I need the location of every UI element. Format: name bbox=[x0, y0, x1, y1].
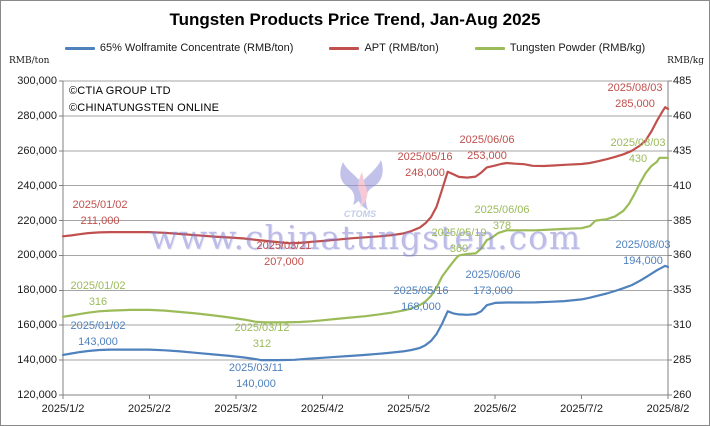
annotation-date: 2025/05/19 bbox=[431, 227, 487, 239]
annotation-2025-05-19-s2: 2025/05/19 360 bbox=[431, 225, 486, 257]
copyright-line-1: ©CTIA GROUP LTD bbox=[69, 85, 171, 97]
legend-label-powder: Tungsten Powder (RMB/kg) bbox=[509, 42, 646, 54]
y-axis-label-right: 385 bbox=[673, 214, 692, 227]
y-axis-label-right: 460 bbox=[673, 109, 692, 122]
y-axis-label-left: 200,000 bbox=[17, 249, 57, 262]
annotation-value: 378 bbox=[492, 220, 512, 232]
annotation-2025-03-12-s2: 2025/03/12 312 bbox=[234, 320, 289, 352]
annotation-2025-01-02-s0: 2025/01/02 143,000 bbox=[70, 318, 125, 350]
y-axis-label-right: 435 bbox=[673, 144, 692, 157]
annotation-date: 2025/01/02 bbox=[70, 320, 126, 332]
annotation-value: 430 bbox=[628, 153, 648, 165]
annotation-2025-03-21-s1: 2025/03/21 207,000 bbox=[256, 238, 311, 270]
annotation-2025-01-02-s2: 2025/01/02 316 bbox=[70, 278, 125, 310]
x-axis-label: 2025/5/2 bbox=[387, 403, 431, 415]
annotation-value: 168,000 bbox=[401, 301, 441, 313]
annotation-date: 2025/06/06 bbox=[459, 134, 515, 146]
y-axis-label-left: 300,000 bbox=[17, 75, 57, 87]
annotation-value: 285,000 bbox=[615, 98, 655, 110]
legend-item-wolframite: 65% Wolframite Concentrate (RMB/ton) bbox=[64, 42, 294, 54]
annotation-date: 2025/08/03 bbox=[610, 137, 666, 149]
annotation-date: 2025/05/16 bbox=[393, 285, 449, 297]
annotation-value: 248,000 bbox=[405, 167, 445, 179]
x-axis-label: 2025/3/2 bbox=[214, 403, 258, 415]
legend-label-wolframite: 65% Wolframite Concentrate (RMB/ton) bbox=[99, 42, 294, 54]
y-axis-label-left: 140,000 bbox=[17, 354, 57, 367]
annotation-value: 253,000 bbox=[467, 150, 507, 162]
series-line-1 bbox=[61, 106, 670, 245]
y-axis-label-left: 160,000 bbox=[17, 319, 57, 332]
legend-item-powder: Tungsten Powder (RMB/kg) bbox=[474, 42, 646, 54]
x-axis-label: 2025/2/2 bbox=[128, 403, 171, 415]
annotation-2025-03-11-s0: 2025/03/11 140,000 bbox=[229, 360, 283, 392]
y-axis-label-right: 485 bbox=[673, 75, 692, 87]
y-axis-label-right: 310 bbox=[673, 319, 692, 332]
annotation-value: 194,000 bbox=[623, 255, 663, 267]
annotation-2025-06-06-s2: 2025/06/06 378 bbox=[474, 202, 529, 234]
annotation-date: 2025/08/03 bbox=[615, 239, 671, 251]
annotation-value: 207,000 bbox=[264, 256, 304, 268]
legend-line-swatch-red bbox=[329, 46, 360, 50]
y-axis-label-right: 360 bbox=[673, 249, 692, 262]
legend-line-swatch-olive bbox=[474, 46, 505, 50]
annotation-2025-05-16-s1: 2025/05/16 248,000 bbox=[397, 149, 452, 181]
x-axis-label: 2025/1/2 bbox=[41, 403, 85, 415]
copyright-line-2: ©CHINATUNGSTEN ONLINE bbox=[69, 102, 220, 114]
legend-label-apt: APT (RMB/ton) bbox=[364, 42, 439, 54]
y-axis-label-right: 335 bbox=[673, 284, 692, 297]
y-axis-label-left: 280,000 bbox=[17, 109, 57, 122]
x-axis-label: 2025/7/2 bbox=[560, 403, 603, 415]
x-axis-label: 2025/6/2 bbox=[473, 403, 517, 415]
annotation-value: 312 bbox=[252, 338, 272, 350]
annotation-date: 2025/06/06 bbox=[474, 204, 530, 216]
annotation-date: 2025/01/02 bbox=[72, 199, 128, 211]
x-axis-label: 2025/8/2 bbox=[646, 403, 690, 415]
y-axis-label-right: 410 bbox=[673, 179, 692, 192]
annotation-date: 2025/03/11 bbox=[228, 362, 284, 374]
legend: 65% Wolframite Concentrate (RMB/ton) APT… bbox=[1, 42, 709, 54]
y-axis-label-right: 260 bbox=[673, 389, 692, 401]
annotation-2025-06-06-s0: 2025/06/06 173,000 bbox=[465, 267, 520, 299]
annotation-date: 2025/06/06 bbox=[465, 269, 521, 281]
legend-line-swatch-blue bbox=[64, 46, 95, 50]
series-line-0 bbox=[61, 264, 670, 362]
annotation-date: 2025/08/03 bbox=[607, 82, 663, 94]
series-line-2 bbox=[61, 156, 670, 324]
y-axis-label-left: 180,000 bbox=[17, 284, 57, 297]
right-axis-unit-label: RMB/kg bbox=[667, 56, 704, 66]
annotation-date: 2025/05/16 bbox=[397, 151, 453, 163]
annotation-value: 316 bbox=[88, 296, 108, 308]
annotation-date: 2025/03/21 bbox=[256, 240, 312, 252]
annotation-value: 140,000 bbox=[236, 378, 276, 390]
y-axis-label-left: 120,000 bbox=[17, 389, 57, 401]
y-axis-label-left: 220,000 bbox=[17, 214, 57, 227]
y-axis-label-left: 240,000 bbox=[17, 179, 57, 192]
left-axis-unit-label: RMB/ton bbox=[9, 56, 50, 66]
annotation-2025-06-06-s1: 2025/06/06 253,000 bbox=[459, 132, 514, 164]
x-axis-label: 2025/4/2 bbox=[300, 403, 344, 415]
annotation-2025-01-02-s1: 2025/01/02 211,000 bbox=[72, 197, 127, 229]
annotation-value: 360 bbox=[449, 243, 469, 255]
annotation-date: 2025/03/12 bbox=[234, 322, 290, 334]
chart-title: Tungsten Products Price Trend, Jan-Aug 2… bbox=[169, 10, 541, 29]
annotation-2025-08-03-s1: 2025/08/03 285,000 bbox=[607, 80, 662, 112]
annotation-value: 211,000 bbox=[80, 215, 120, 227]
annotation-2025-05-16-s0: 2025/05/16 168,000 bbox=[393, 283, 448, 315]
legend-item-apt: APT (RMB/ton) bbox=[329, 42, 439, 54]
annotation-2025-08-03-s0: 2025/08/03 194,000 bbox=[615, 237, 670, 269]
annotation-date: 2025/01/02 bbox=[70, 280, 126, 292]
annotation-2025-08-03-s2: 2025/08/03 430 bbox=[610, 135, 665, 167]
copyright-block: ©CTIA GROUP LTD ©CHINATUNGSTEN ONLINE bbox=[69, 83, 219, 117]
annotation-value: 143,000 bbox=[78, 336, 118, 348]
y-axis-label-left: 260,000 bbox=[17, 144, 57, 157]
y-axis-label-right: 285 bbox=[673, 354, 692, 367]
annotation-value: 173,000 bbox=[473, 285, 513, 297]
